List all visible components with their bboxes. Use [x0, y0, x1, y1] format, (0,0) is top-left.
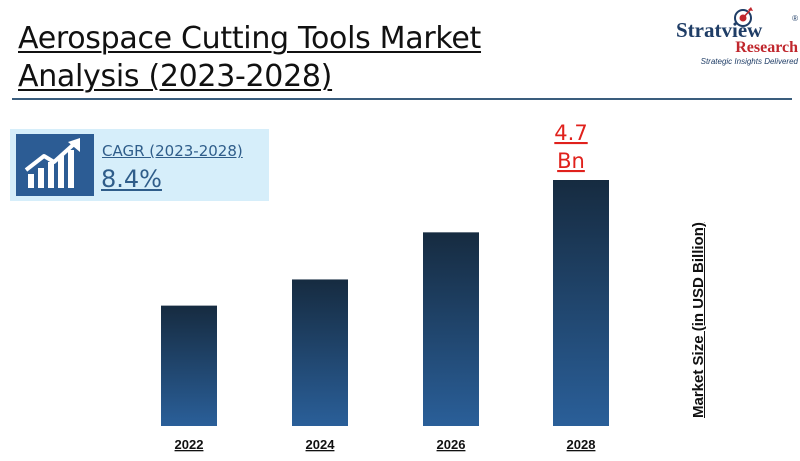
page-title: Aerospace Cutting Tools Market Analysis … — [18, 20, 498, 96]
x-tick-label-2024: 2024 — [306, 437, 336, 452]
cagr-value: 8.4% — [101, 165, 162, 193]
logo-tagline: Strategic Insights Delivered — [700, 57, 798, 66]
title-line-1: Aerospace Cutting Tools Market — [18, 21, 482, 56]
bar-2026 — [423, 232, 479, 426]
brand-logo: Stratview ® Research Strategic Insights … — [662, 6, 798, 66]
x-tick-label-2022: 2022 — [175, 437, 204, 452]
bar-2028 — [553, 180, 609, 426]
logo-registered-mark: ® — [792, 14, 798, 23]
title-line-2: Analysis (2023-2028) — [18, 59, 333, 94]
y-axis-label: Market Size (in USD Billion) — [690, 222, 707, 418]
bar-2022 — [161, 305, 217, 426]
header-divider — [12, 98, 792, 100]
data-label-2028-line1: 4.7 — [554, 121, 587, 145]
cagr-label: CAGR (2023-2028) — [102, 142, 243, 160]
data-label-2028-line2: Bn — [557, 149, 585, 173]
x-tick-label-2026: 2026 — [437, 437, 466, 452]
logo-name-part2: Research — [735, 39, 798, 56]
cagr-callout: CAGR (2023-2028) 8.4% — [10, 129, 269, 201]
logo-name-part1: Stratview — [676, 18, 763, 42]
bar-2024 — [292, 279, 348, 426]
growth-chart-icon — [16, 134, 94, 196]
x-tick-label-2028: 2028 — [567, 437, 596, 452]
compass-arrow-icon — [734, 7, 753, 27]
